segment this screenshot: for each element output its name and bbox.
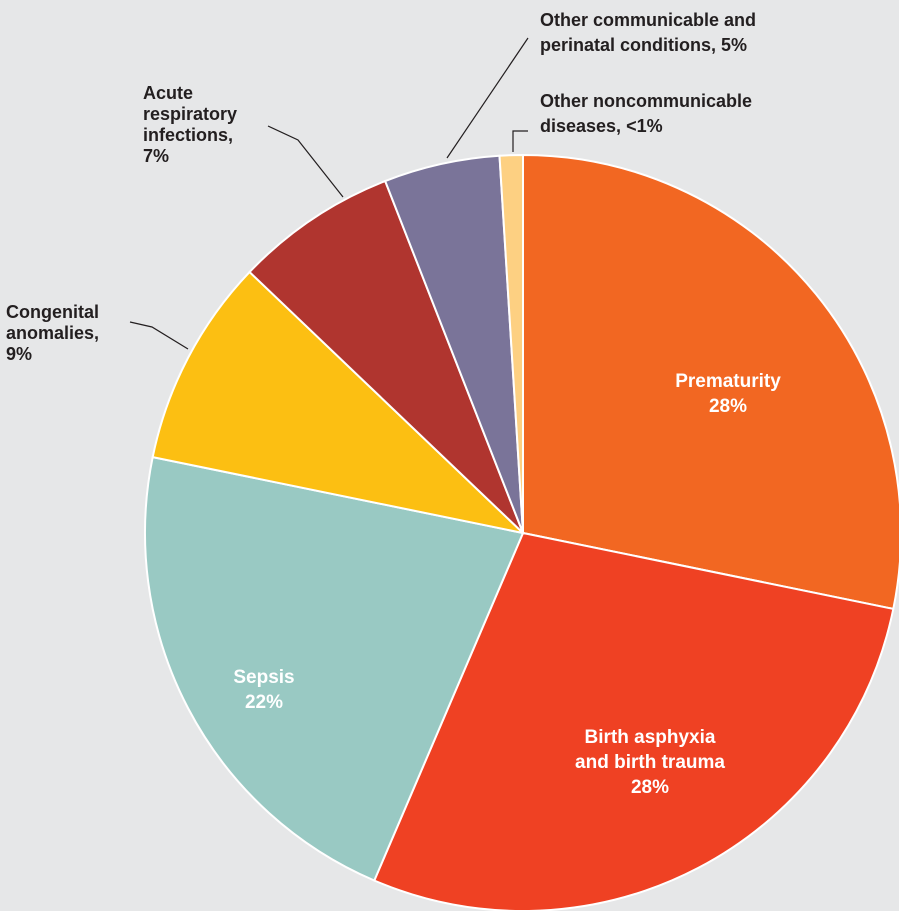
slice-label: Sepsis 22% bbox=[233, 667, 294, 713]
slice-label: Other noncommunicable diseases, <1% bbox=[540, 91, 752, 136]
leader-lines bbox=[129, 37, 529, 350]
slice-label: Other communicable and perinatal conditio… bbox=[540, 10, 756, 55]
pie-slice-birth-asphyxia-and-birth-trauma bbox=[372, 531, 895, 911]
slice-label: Birth asphyxia and birth trauma 28% bbox=[575, 727, 725, 798]
slice-label: Prematurity 28% bbox=[675, 371, 781, 417]
pie-slice-acute-respiratory-infections bbox=[248, 179, 524, 534]
slice-label: Acute respiratory infections, 7% bbox=[143, 83, 237, 166]
pie-slice-sepsis bbox=[144, 455, 525, 882]
leader-line bbox=[446, 37, 529, 159]
pie-slices bbox=[144, 153, 899, 911]
pie-slice-other-noncommunicable-diseases bbox=[498, 153, 524, 534]
pie-slice-congenital-anomalies bbox=[151, 270, 527, 535]
leader-line bbox=[512, 130, 528, 152]
leader-line bbox=[129, 321, 189, 350]
slice-labels: Prematurity 28% Birth asphyxia and birth tr… bbox=[6, 10, 781, 798]
leader-line bbox=[267, 125, 344, 198]
pie-slice-prematurity bbox=[522, 153, 899, 611]
slice-label: Congenital anomalies, 9% bbox=[6, 302, 99, 364]
